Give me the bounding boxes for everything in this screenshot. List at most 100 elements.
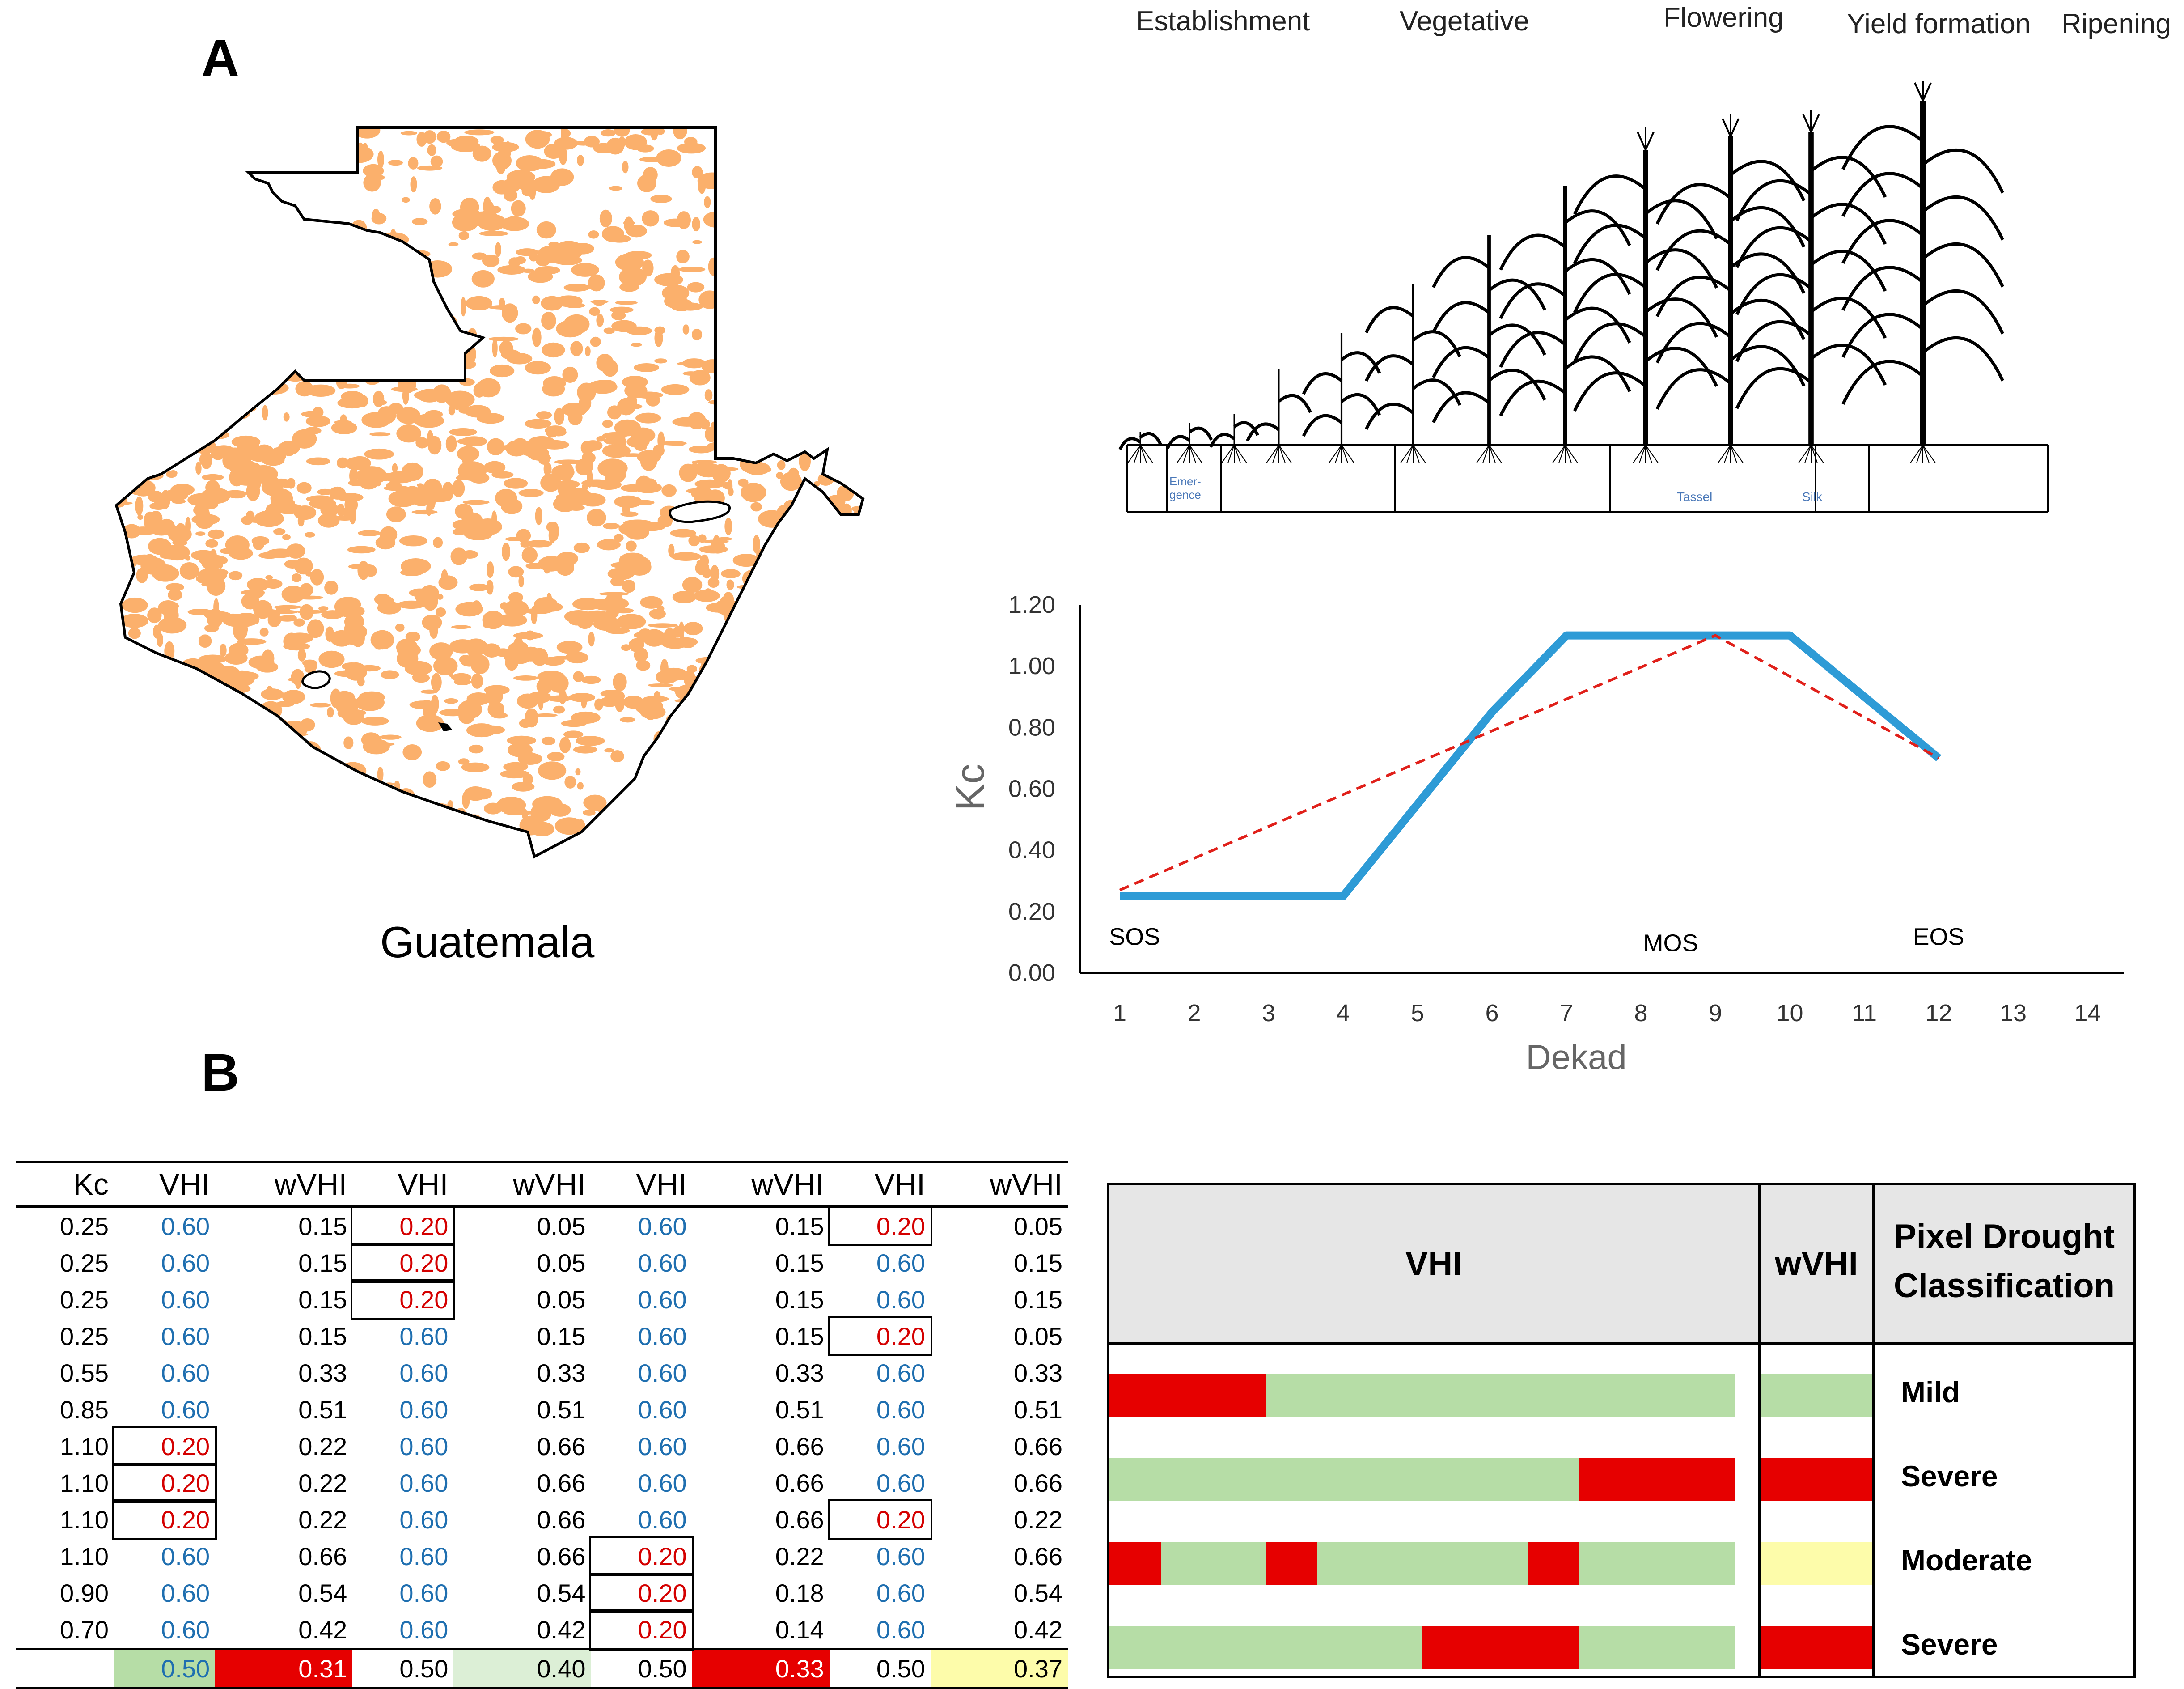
table-cell: 0.20 bbox=[351, 1243, 456, 1283]
crop-patch bbox=[220, 643, 227, 657]
label-tassel: Tassel bbox=[1677, 490, 1712, 504]
crop-patch bbox=[544, 144, 563, 159]
crop-patch bbox=[583, 794, 607, 811]
maize-root bbox=[1127, 445, 1141, 463]
table-cell: 0.15 bbox=[1014, 1248, 1062, 1277]
crop-patch bbox=[414, 413, 444, 428]
crop-patch bbox=[516, 248, 539, 256]
crop-patch bbox=[277, 615, 297, 622]
crop-patch bbox=[563, 314, 590, 334]
crop-patch bbox=[179, 562, 199, 580]
crop-patch bbox=[461, 436, 487, 447]
class-label-3: Moderate bbox=[1901, 1544, 2032, 1577]
maize-leaf bbox=[1655, 276, 1732, 317]
crop-patch bbox=[564, 776, 576, 789]
maize-leaf bbox=[1644, 199, 1718, 240]
crop-patch bbox=[546, 522, 557, 533]
crop-patch bbox=[383, 485, 411, 491]
crop-patch bbox=[448, 242, 459, 246]
crop-patch bbox=[266, 475, 274, 491]
crop-patch bbox=[486, 579, 494, 595]
y-tick-label: 0.40 bbox=[1008, 837, 1055, 864]
maize-leaf bbox=[1118, 437, 1142, 450]
crop-patch bbox=[392, 463, 398, 473]
crop-patch bbox=[799, 451, 811, 471]
maize-root bbox=[1489, 445, 1496, 463]
crop-patch bbox=[501, 178, 521, 193]
table-row: 0.25 0.60 0.15 0.20 0.05 0.60 0.15 0.60 0.15 bbox=[16, 1243, 1068, 1283]
maize-leaf bbox=[1841, 219, 1924, 264]
table-cell: 0.15 bbox=[775, 1285, 824, 1314]
crop-patch bbox=[479, 231, 509, 236]
crop-patch bbox=[525, 419, 552, 429]
crop-patch bbox=[634, 482, 662, 493]
crop-patch bbox=[231, 435, 261, 448]
maize-growth-illustration: Emer- gence Tassel Silk bbox=[1118, 81, 2049, 513]
maize-root bbox=[1266, 445, 1279, 463]
table-cell: 0.60 bbox=[161, 1579, 210, 1607]
crop-patch bbox=[588, 632, 595, 647]
maize-root bbox=[1922, 445, 1930, 463]
crop-patch bbox=[682, 371, 699, 376]
crop-patch bbox=[304, 666, 316, 673]
maize-leaf bbox=[1488, 369, 1546, 401]
table-header: wVHI bbox=[453, 1161, 591, 1208]
crop-patch bbox=[615, 139, 624, 153]
crop-patch bbox=[542, 342, 565, 358]
table-cell: 0.18 bbox=[775, 1579, 824, 1607]
crop-patch bbox=[492, 338, 498, 358]
x-tick-label: 5 bbox=[1411, 1000, 1424, 1027]
crop-patch bbox=[573, 542, 590, 553]
crop-patch bbox=[305, 571, 313, 577]
crop-patch bbox=[416, 714, 444, 732]
crop-patch bbox=[396, 407, 421, 424]
table-cell: 1.10 bbox=[60, 1432, 109, 1460]
crop-patch bbox=[654, 329, 663, 347]
crop-patch bbox=[556, 641, 583, 654]
crop-patch bbox=[297, 649, 306, 662]
crop-patch bbox=[477, 214, 507, 231]
crop-patch bbox=[682, 577, 703, 593]
crop-patch bbox=[491, 471, 514, 479]
crop-patch bbox=[352, 629, 365, 646]
maize-leaf bbox=[1432, 256, 1490, 288]
x-tick-label: 13 bbox=[2000, 1000, 2027, 1027]
crop-patch bbox=[525, 361, 551, 375]
crop-patch bbox=[435, 607, 446, 617]
crop-patch bbox=[445, 435, 457, 453]
crop-patch bbox=[317, 513, 340, 528]
table-cell: 0.60 bbox=[638, 1395, 687, 1424]
vhi-bar-4-green-a bbox=[1109, 1626, 1422, 1669]
crop-patch bbox=[554, 407, 565, 425]
table-cell: 0.60 bbox=[399, 1542, 449, 1570]
crop-patch bbox=[777, 460, 786, 470]
table-cell: 0.51 bbox=[775, 1395, 824, 1424]
table-cell: 1.10 bbox=[60, 1468, 109, 1497]
x-tick-label: 10 bbox=[1776, 1000, 1803, 1027]
summary-cell: 0.33 bbox=[692, 1648, 830, 1689]
crop-patch bbox=[690, 486, 713, 500]
maize-root bbox=[1565, 445, 1572, 463]
table-cell: 0.66 bbox=[1014, 1432, 1062, 1460]
table-cell: 0.54 bbox=[1014, 1579, 1062, 1607]
maize-leaf bbox=[1922, 289, 2004, 335]
crop-patch bbox=[448, 405, 456, 416]
crop-patch bbox=[612, 751, 618, 760]
crop-patch bbox=[466, 723, 497, 738]
crop-patch bbox=[732, 554, 760, 567]
table-cell: 0.60 bbox=[876, 1542, 925, 1570]
crop-patch bbox=[691, 328, 703, 341]
table-row: 0.70 0.60 0.42 0.60 0.42 0.20 0.14 0.60 0.42 bbox=[16, 1609, 1068, 1651]
vhi-bar-1-red bbox=[1109, 1374, 1266, 1417]
table-cell: 0.20 bbox=[589, 1536, 694, 1576]
crop-patch bbox=[657, 431, 665, 450]
crop-patch bbox=[553, 705, 565, 714]
crop-patch bbox=[415, 437, 429, 449]
crop-patch bbox=[528, 180, 537, 199]
crop-patch bbox=[400, 558, 431, 575]
crop-patch bbox=[471, 673, 483, 689]
crop-patch bbox=[217, 556, 224, 569]
crop-patch bbox=[532, 796, 563, 812]
crop-patch bbox=[504, 810, 533, 815]
crop-patch bbox=[210, 549, 217, 564]
